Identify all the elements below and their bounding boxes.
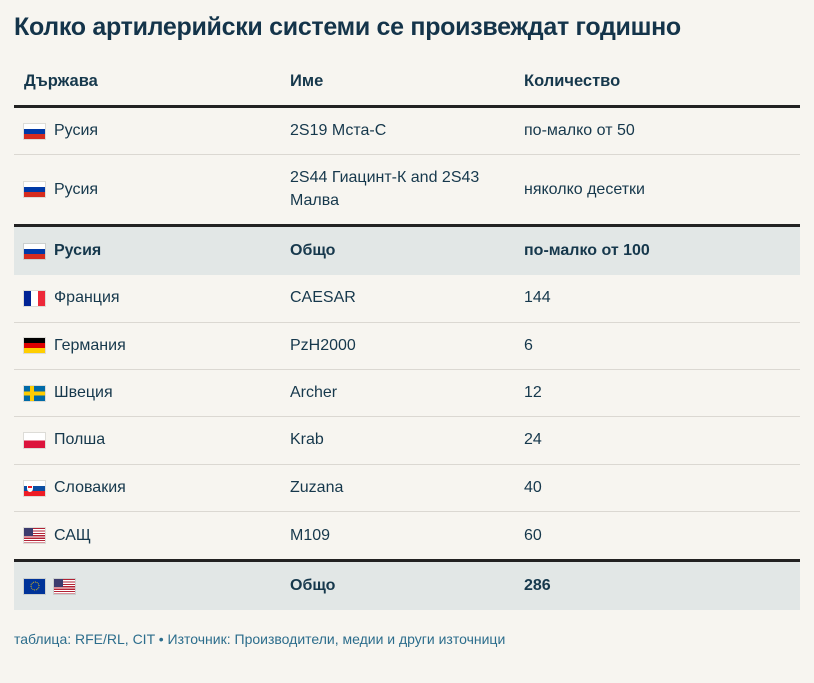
- system-name-cell: Krab: [290, 431, 324, 449]
- system-name-cell: 2S44 Гиацинт-К and 2S43 Малва: [290, 169, 480, 209]
- country-label: Франция: [54, 289, 120, 307]
- artillery-table: Държава Име Количество Русия 2S19 Мста-С п…: [14, 58, 800, 611]
- russia-flag-icon: [23, 122, 46, 140]
- country-label: Полша: [54, 431, 106, 449]
- usa-flag-icon: [23, 527, 46, 545]
- quantity-cell: няколко десетки: [524, 180, 645, 198]
- quantity-cell: по-малко от 50: [524, 122, 635, 140]
- country-label: Словакия: [54, 478, 126, 496]
- system-name-cell: Archer: [290, 384, 338, 402]
- system-name-cell: M109: [290, 526, 331, 544]
- eu-flag-icon: [23, 577, 46, 595]
- country-label: Русия: [54, 242, 102, 260]
- quantity-cell: 60: [524, 526, 542, 544]
- russia-flag-icon: [23, 242, 46, 260]
- slovakia-flag-emblem: [27, 484, 33, 492]
- column-header-quantity: Количество: [524, 72, 621, 90]
- quantity-cell: 6: [524, 336, 533, 354]
- country-label: Русия: [54, 122, 99, 140]
- system-name-cell: Общо: [290, 577, 336, 595]
- russia-flag-icon: [23, 181, 46, 199]
- usa-flag-canton: [24, 528, 33, 537]
- table-total-row: Общо 286: [14, 559, 800, 611]
- table-total-row: Русия Общо по-малко от 100: [14, 224, 800, 276]
- system-name-cell: Zuzana: [290, 478, 344, 496]
- country-label: Швеция: [54, 384, 113, 402]
- usa-flag-canton: [54, 578, 63, 587]
- table-row: Швеция Archer 12: [14, 370, 800, 418]
- usa-flag-icon: [53, 577, 76, 595]
- table-row: Русия 2S44 Гиацинт-К and 2S43 Малва няколк…: [14, 155, 800, 224]
- system-name-cell: 2S19 Мста-С: [290, 122, 387, 140]
- country-label: Германия: [54, 336, 126, 354]
- germany-flag-icon: [23, 337, 46, 355]
- table-row: Полша Krab 24: [14, 417, 800, 465]
- quantity-cell: 40: [524, 478, 542, 496]
- table-row: САЩ M109 60: [14, 512, 800, 559]
- slovakia-flag-icon: [23, 479, 46, 497]
- country-cell: Германия: [14, 323, 280, 369]
- table-row: Франция CAESAR 144: [14, 275, 800, 323]
- country-cell: САЩ: [14, 513, 280, 559]
- page-title: Колко артилерийски системи се произвежда…: [14, 13, 681, 41]
- country-cell: [14, 567, 280, 606]
- eu-flag-stars: [30, 581, 39, 591]
- country-cell: Русия: [14, 167, 280, 213]
- source-attribution: таблица: RFE/RL, CIT • Източник: Произво…: [14, 631, 506, 648]
- table-body: Русия 2S19 Мста-С по-малко от 50 Русия 2S44 …: [14, 108, 800, 611]
- table-row: Русия 2S19 Мста-С по-малко от 50: [14, 108, 800, 156]
- country-cell: Франция: [14, 275, 280, 321]
- quantity-cell: 24: [524, 431, 542, 449]
- system-name-cell: CAESAR: [290, 289, 356, 307]
- quantity-cell: 12: [524, 384, 542, 402]
- column-header-country: Държава: [24, 72, 98, 90]
- quantity-cell: 144: [524, 289, 551, 307]
- country-cell: Русия: [14, 228, 280, 274]
- poland-flag-icon: [23, 432, 46, 450]
- country-label: САЩ: [54, 526, 91, 544]
- country-cell: Полша: [14, 417, 280, 463]
- country-cell: Словакия: [14, 465, 280, 511]
- country-label: Русия: [54, 180, 99, 198]
- france-flag-icon: [23, 289, 46, 307]
- table-row: Германия PzH2000 6: [14, 323, 800, 371]
- quantity-cell: 286: [524, 577, 551, 595]
- country-cell: Швеция: [14, 370, 280, 416]
- column-header-name: Име: [290, 72, 324, 90]
- country-cell: Русия: [14, 108, 280, 154]
- table-header-row: Държава Име Количество: [14, 58, 800, 109]
- quantity-cell: по-малко от 100: [524, 242, 650, 260]
- system-name-cell: Общо: [290, 242, 336, 260]
- sweden-flag-icon: [23, 384, 46, 402]
- table-row: Словакия Zuzana 40: [14, 465, 800, 513]
- system-name-cell: PzH2000: [290, 336, 356, 354]
